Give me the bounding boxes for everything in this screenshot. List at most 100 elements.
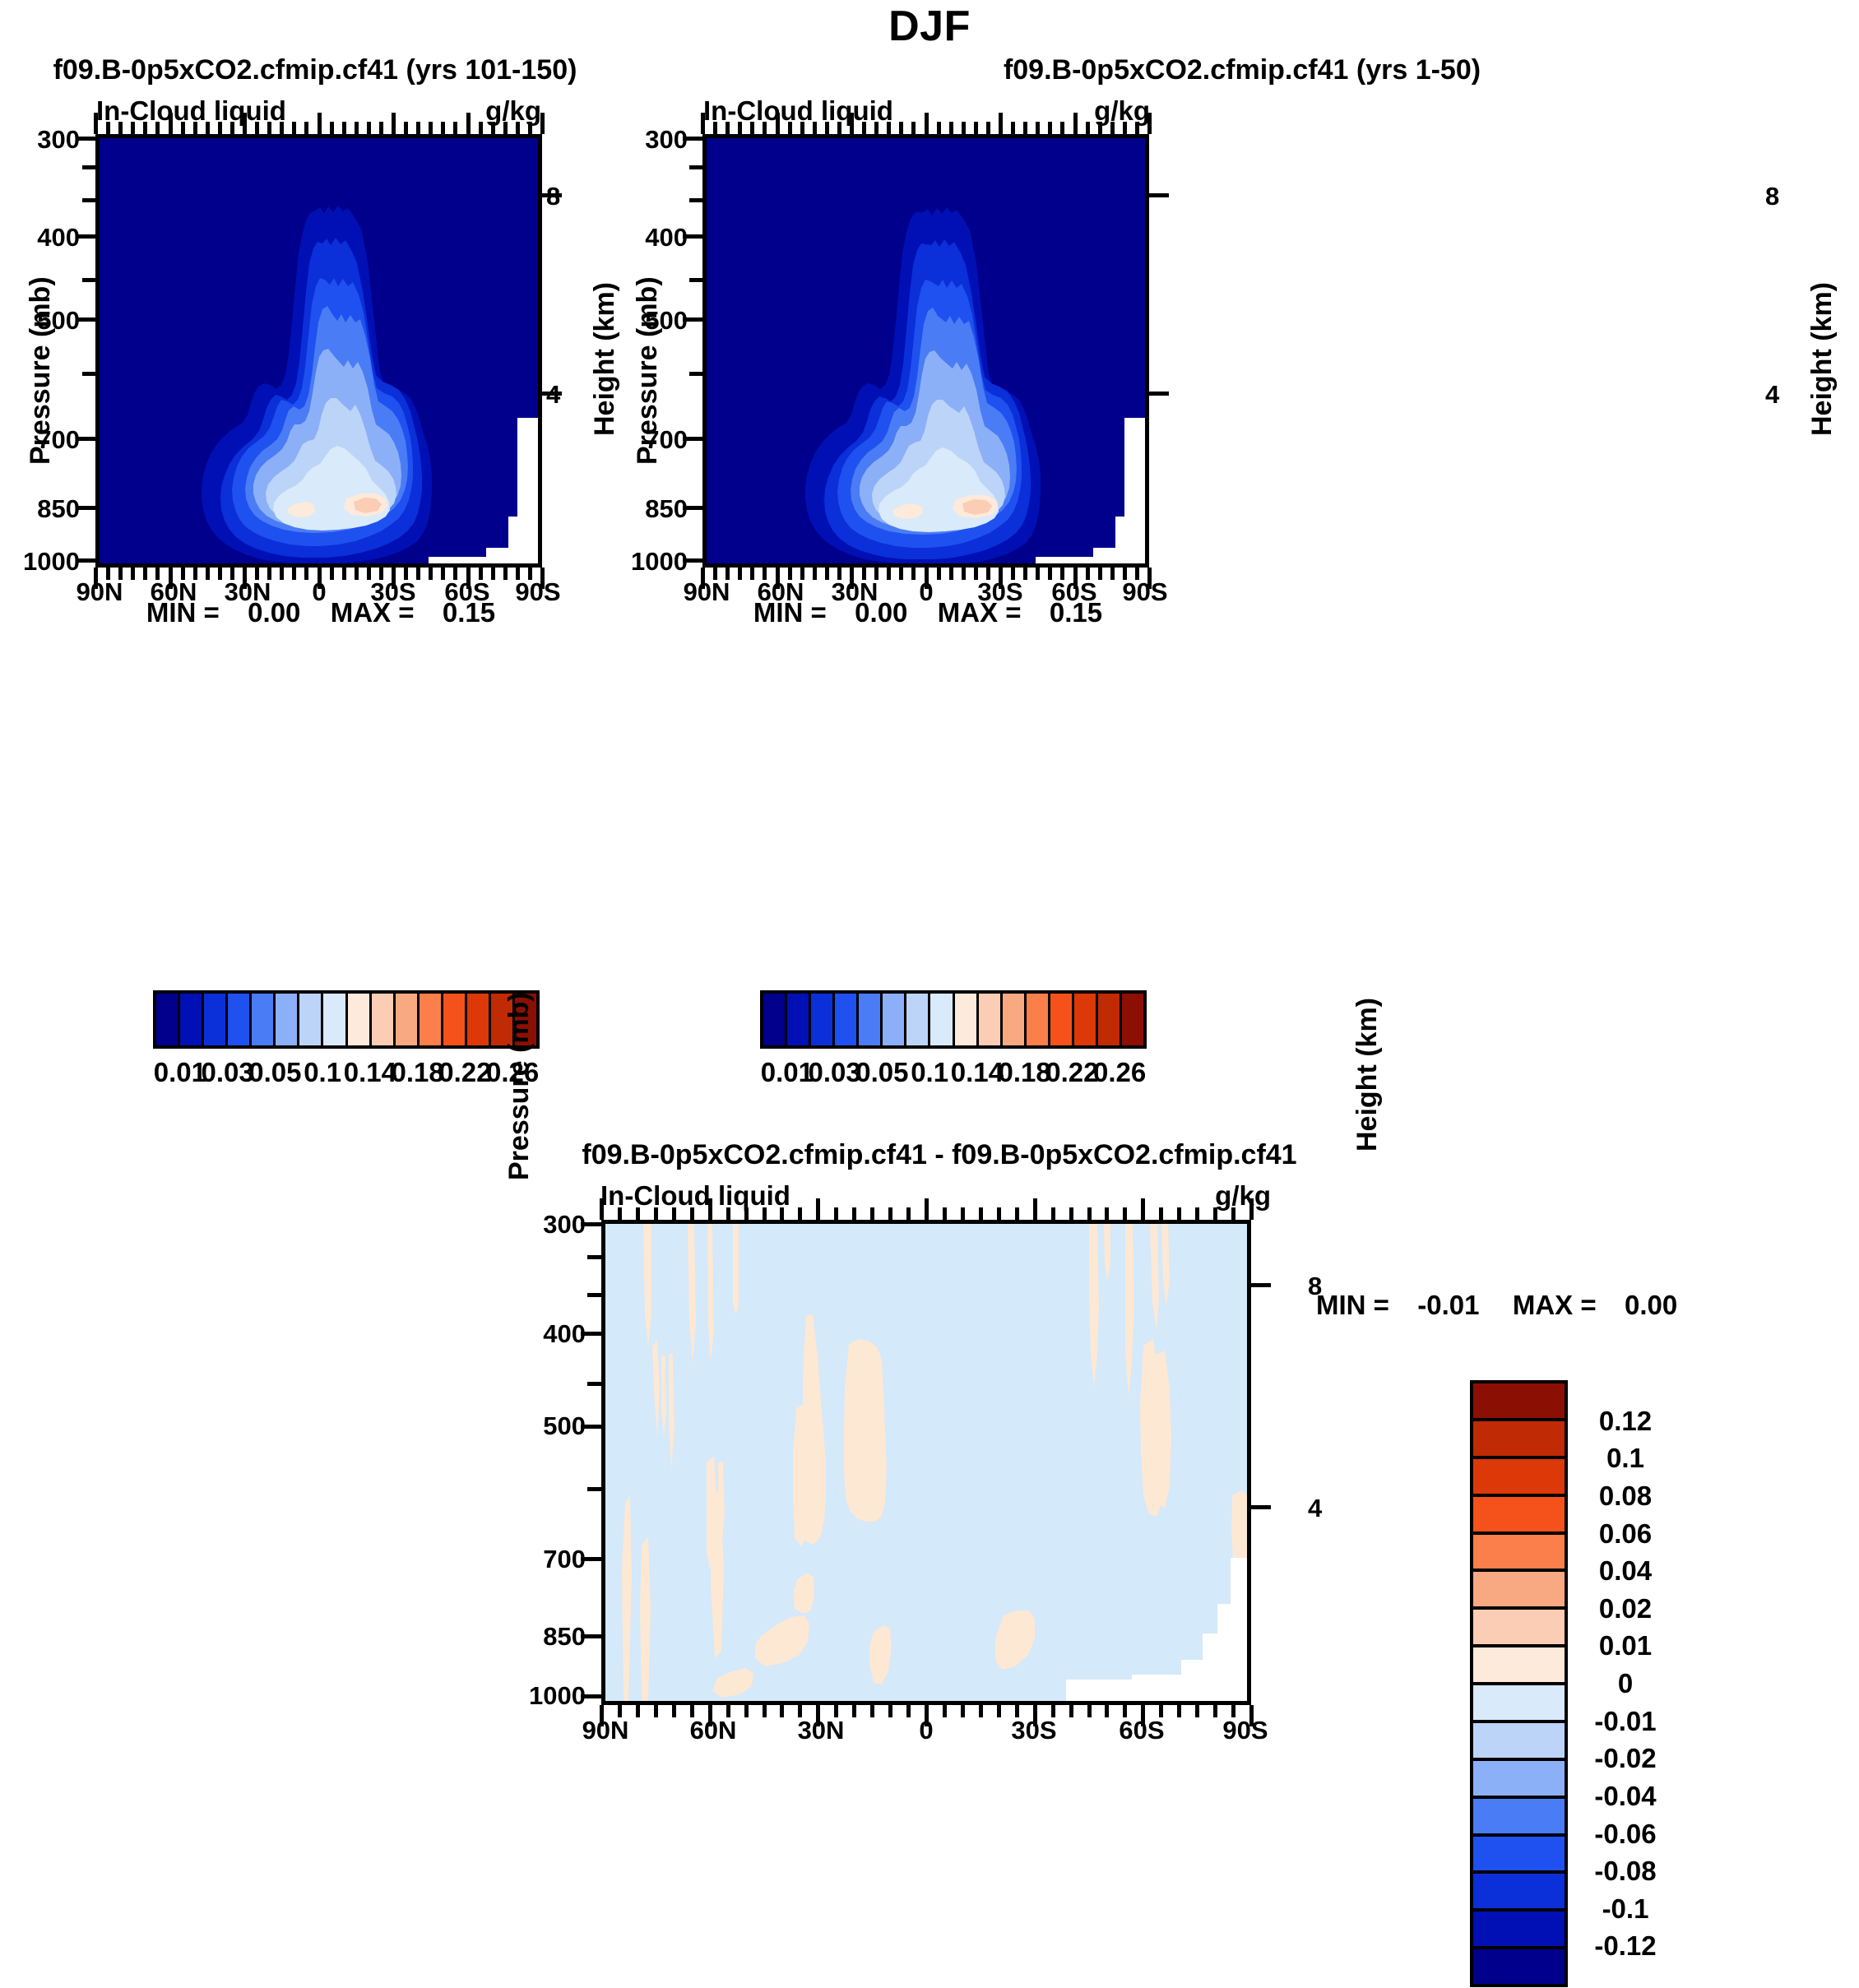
xtick-mark — [961, 568, 966, 580]
xtick-mark — [726, 1207, 730, 1220]
xtick-mark — [763, 568, 767, 580]
xtick-mark — [1249, 1198, 1254, 1220]
xtick-mark — [750, 122, 755, 134]
xtick-mark — [1023, 122, 1028, 134]
colorbar-tick-label: 0.26 — [486, 1057, 540, 1087]
xtick-mark — [787, 122, 792, 134]
ytick-mark — [683, 317, 704, 322]
xtick-mark — [762, 1705, 767, 1717]
max-value: 0.15 — [442, 597, 496, 628]
xtick-mark — [812, 568, 817, 580]
colorbar-cell — [1073, 994, 1098, 1045]
xtick-mark — [874, 568, 879, 580]
xtick-mark — [985, 568, 990, 580]
colorbar-cell — [276, 994, 300, 1045]
xtick-mark — [229, 568, 234, 580]
xtick-mark — [924, 113, 929, 134]
xtick-mark — [800, 568, 804, 580]
colorbar-cell — [787, 994, 812, 1045]
units-label-top-left: g/kg — [485, 95, 541, 126]
xtick-mark — [942, 1705, 947, 1717]
xtick-mark — [168, 113, 173, 134]
xtick-mark — [354, 568, 359, 580]
xtick-mark — [503, 122, 508, 134]
xtick-mark — [942, 1207, 947, 1220]
xtick-mark — [1085, 568, 1090, 580]
colorbar-top-left[interactable] — [153, 990, 540, 1049]
colorbar-cell — [1473, 1722, 1565, 1761]
xtick-mark — [862, 568, 867, 580]
xtick-mark — [404, 122, 409, 134]
xtick-90S-bottom: 90S — [1222, 1716, 1268, 1745]
xtick-mark — [973, 122, 978, 134]
xtick-mark — [267, 568, 272, 580]
xtick-mark — [800, 122, 804, 134]
xtick-mark — [143, 122, 148, 134]
colorbar-cell — [1473, 1647, 1565, 1685]
xtick-mark — [1085, 122, 1090, 134]
xtick-mark — [466, 113, 471, 134]
xtick-mark — [973, 568, 978, 580]
xtick-mark — [870, 1705, 875, 1717]
colorbar-cell — [156, 994, 181, 1045]
xtick-60N-top-right: 60N — [757, 577, 804, 606]
xtick-mark — [961, 122, 966, 134]
ytick-mark — [689, 198, 704, 202]
xtick-mark — [94, 568, 98, 589]
xtick-mark — [671, 1705, 676, 1717]
xtick-mark — [999, 113, 1003, 134]
colorbar-cell — [1050, 994, 1074, 1045]
xtick-mark — [1073, 568, 1078, 589]
xtick-mark — [1011, 122, 1016, 134]
contour-plot-top-left — [100, 138, 538, 563]
colorbar-top-right[interactable] — [760, 990, 1147, 1049]
y2tick-8-bottom: 8 — [1308, 1272, 1323, 1300]
xtick-mark — [404, 568, 409, 580]
xtick-mark — [490, 122, 495, 134]
colorbar-cell — [1026, 994, 1050, 1045]
xtick-mark — [540, 113, 545, 134]
xtick-mark — [143, 568, 148, 580]
ytick-1000-bottom: 1000 — [529, 1681, 586, 1710]
xtick-mark — [478, 568, 483, 580]
xtick-mark — [280, 568, 285, 580]
colorbar-cell — [1473, 1760, 1565, 1799]
xtick-mark — [515, 568, 520, 580]
xtick-mark — [906, 1705, 911, 1717]
ytick-400-bottom: 400 — [543, 1319, 586, 1348]
xtick-mark — [304, 122, 309, 134]
xtick-mark — [888, 1207, 893, 1220]
xtick-mark — [180, 568, 185, 580]
colorbar-cell — [228, 994, 253, 1045]
xtick-mark — [217, 568, 222, 580]
xtick-mark — [744, 1207, 749, 1220]
colorbar-tick-label: 0.18 — [391, 1057, 444, 1087]
colorbar-cell — [1473, 1420, 1565, 1459]
ytick-mark — [587, 1382, 602, 1386]
xtick-mark — [292, 122, 297, 134]
colorbar-cell — [1473, 1458, 1565, 1497]
xtick-90N-top-right: 90N — [683, 577, 730, 606]
colorbar-cell — [883, 994, 907, 1045]
xtick-mark — [798, 1207, 803, 1220]
colorbar-tick-label: 0.03 — [808, 1057, 861, 1087]
xtick-mark — [1122, 568, 1127, 580]
ytick-850-top-right: 850 — [645, 494, 688, 523]
ytick-mark — [82, 372, 97, 376]
max-label: MAX = — [330, 597, 415, 628]
min-label: MIN = — [753, 597, 827, 628]
xtick-mark — [671, 1207, 676, 1220]
ytick-mark — [82, 278, 97, 282]
xtick-mark — [600, 1705, 604, 1726]
xtick-mark — [925, 1705, 929, 1726]
ytick-500-top-left: 500 — [37, 306, 80, 335]
ytick-mark — [689, 165, 704, 169]
contour-plot-bottom-diff — [605, 1224, 1247, 1701]
colorbar-tick-label: 0.18 — [998, 1057, 1051, 1087]
xtick-mark — [243, 113, 247, 134]
ytick-mark — [689, 372, 704, 376]
colorbar-cell — [1121, 994, 1143, 1045]
xtick-mark — [317, 113, 322, 134]
colorbar-bottom-diff[interactable] — [1470, 1380, 1568, 1987]
colorbar-tick-label: 0.12 — [1598, 1405, 1653, 1436]
